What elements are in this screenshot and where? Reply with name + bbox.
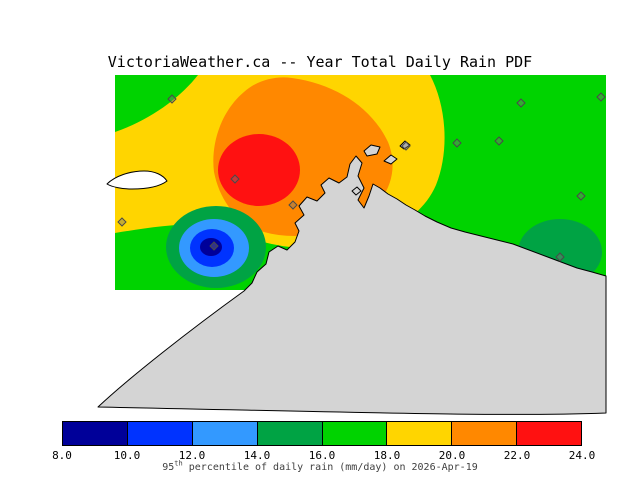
- colorbar-tick-label: 18.0: [373, 449, 401, 462]
- chart-title: VictoriaWeather.ca -- Year Total Daily R…: [107, 53, 533, 71]
- station-diamond-marker: [230, 174, 240, 184]
- colorbar-segment: [451, 422, 517, 445]
- station-diamond-marker: [516, 98, 526, 108]
- caption-text-prefix: 95: [162, 462, 175, 473]
- station-diamond-marker: [576, 191, 586, 201]
- station-diamond-marker: [117, 217, 127, 227]
- colorbar-tick-label: 14.0: [243, 449, 271, 462]
- station-diamond-marker: [288, 200, 298, 210]
- colorbar-tick-label: 24.0: [568, 449, 596, 462]
- station-markers: [117, 92, 606, 262]
- colorbar-segment: [516, 422, 581, 445]
- colorbar-segment: [321, 422, 387, 445]
- colorbar-segment: [191, 422, 257, 445]
- colorbar: [62, 421, 582, 446]
- station-diamond-marker: [401, 141, 411, 151]
- mainland-landmass: [97, 155, 607, 415]
- station-diamond-marker: [596, 92, 606, 102]
- colorbar-segment: [386, 422, 452, 445]
- offshore-island-outline: [106, 170, 168, 190]
- station-diamond-marker: [555, 252, 565, 262]
- colorbar-segment: [126, 422, 192, 445]
- station-diamond-marker: [209, 241, 219, 251]
- caption-text-rest: percentile of daily rain (mm/day) on 202…: [182, 462, 478, 473]
- colorbar-tick-label: 20.0: [438, 449, 466, 462]
- colorbar-segment: [256, 422, 322, 445]
- station-diamond-marker: [494, 136, 504, 146]
- colorbar-tick-label: 12.0: [178, 449, 206, 462]
- small-island: [351, 186, 362, 196]
- colorbar-tick-label: 16.0: [308, 449, 336, 462]
- station-diamond-marker: [167, 94, 177, 104]
- colorbar-tick-label: 10.0: [113, 449, 141, 462]
- small-island: [383, 154, 398, 165]
- caption-superscript: th: [174, 459, 183, 468]
- contour-level-22-24-maximum: [218, 134, 300, 206]
- station-diamond-marker: [452, 138, 462, 148]
- colorbar-segment: [63, 422, 127, 445]
- colorbar-tick-label: 8.0: [52, 449, 72, 462]
- coastline-layer: [97, 140, 607, 415]
- colorbar-tick-labels: 8.0 10.0 12.0 14.0 16.0 18.0 20.0 22.0 24.0: [0, 449, 640, 462]
- small-island: [363, 144, 381, 157]
- colorbar-tick-label: 22.0: [503, 449, 531, 462]
- caption: 95th percentile of daily rain (mm/day) o…: [0, 459, 640, 473]
